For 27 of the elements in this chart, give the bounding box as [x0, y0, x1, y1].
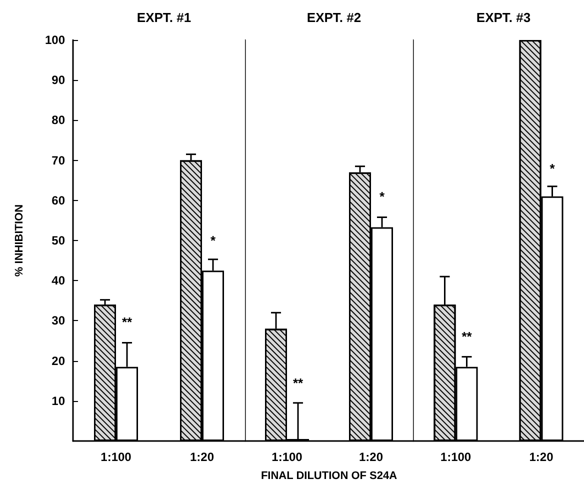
annotation: *	[379, 188, 386, 204]
annotation: *	[550, 160, 556, 176]
x-tick-label: 1:100	[272, 450, 303, 464]
x-tick-label: 1:20	[358, 450, 384, 464]
y-tick-label: 80	[52, 113, 66, 128]
x-tick-label: 1:100	[440, 450, 472, 464]
annotation: **	[292, 375, 304, 390]
y-tick-label: 90	[52, 73, 66, 88]
x-tick-label: 1:100	[100, 450, 132, 464]
chart-title: EXPT. #2	[306, 10, 362, 25]
y-tick-label: 70	[52, 153, 66, 168]
x-axis-title: FINAL DILUTION OF S24A	[260, 470, 398, 482]
y-axis-title: % INHIBITION	[14, 204, 26, 277]
y-tick-label: 20	[52, 354, 66, 368]
y-tick-label: 40	[52, 274, 66, 288]
x-tick-label: 1:20	[190, 450, 214, 464]
y-tick-label: 30	[52, 314, 66, 328]
y-tick-label: 50	[52, 234, 66, 248]
chart-title: EXPT. #1	[136, 10, 192, 25]
y-tick-label: 60	[52, 193, 66, 208]
annotation: **	[122, 314, 133, 330]
annotation: *	[210, 233, 216, 248]
y-tick-label: 10	[52, 394, 66, 408]
y-tick-label: 100	[44, 33, 66, 47]
x-tick-label: 1:20	[529, 450, 554, 464]
annotation: **	[462, 329, 473, 344]
chart-title: EXPT. #3	[476, 10, 531, 25]
